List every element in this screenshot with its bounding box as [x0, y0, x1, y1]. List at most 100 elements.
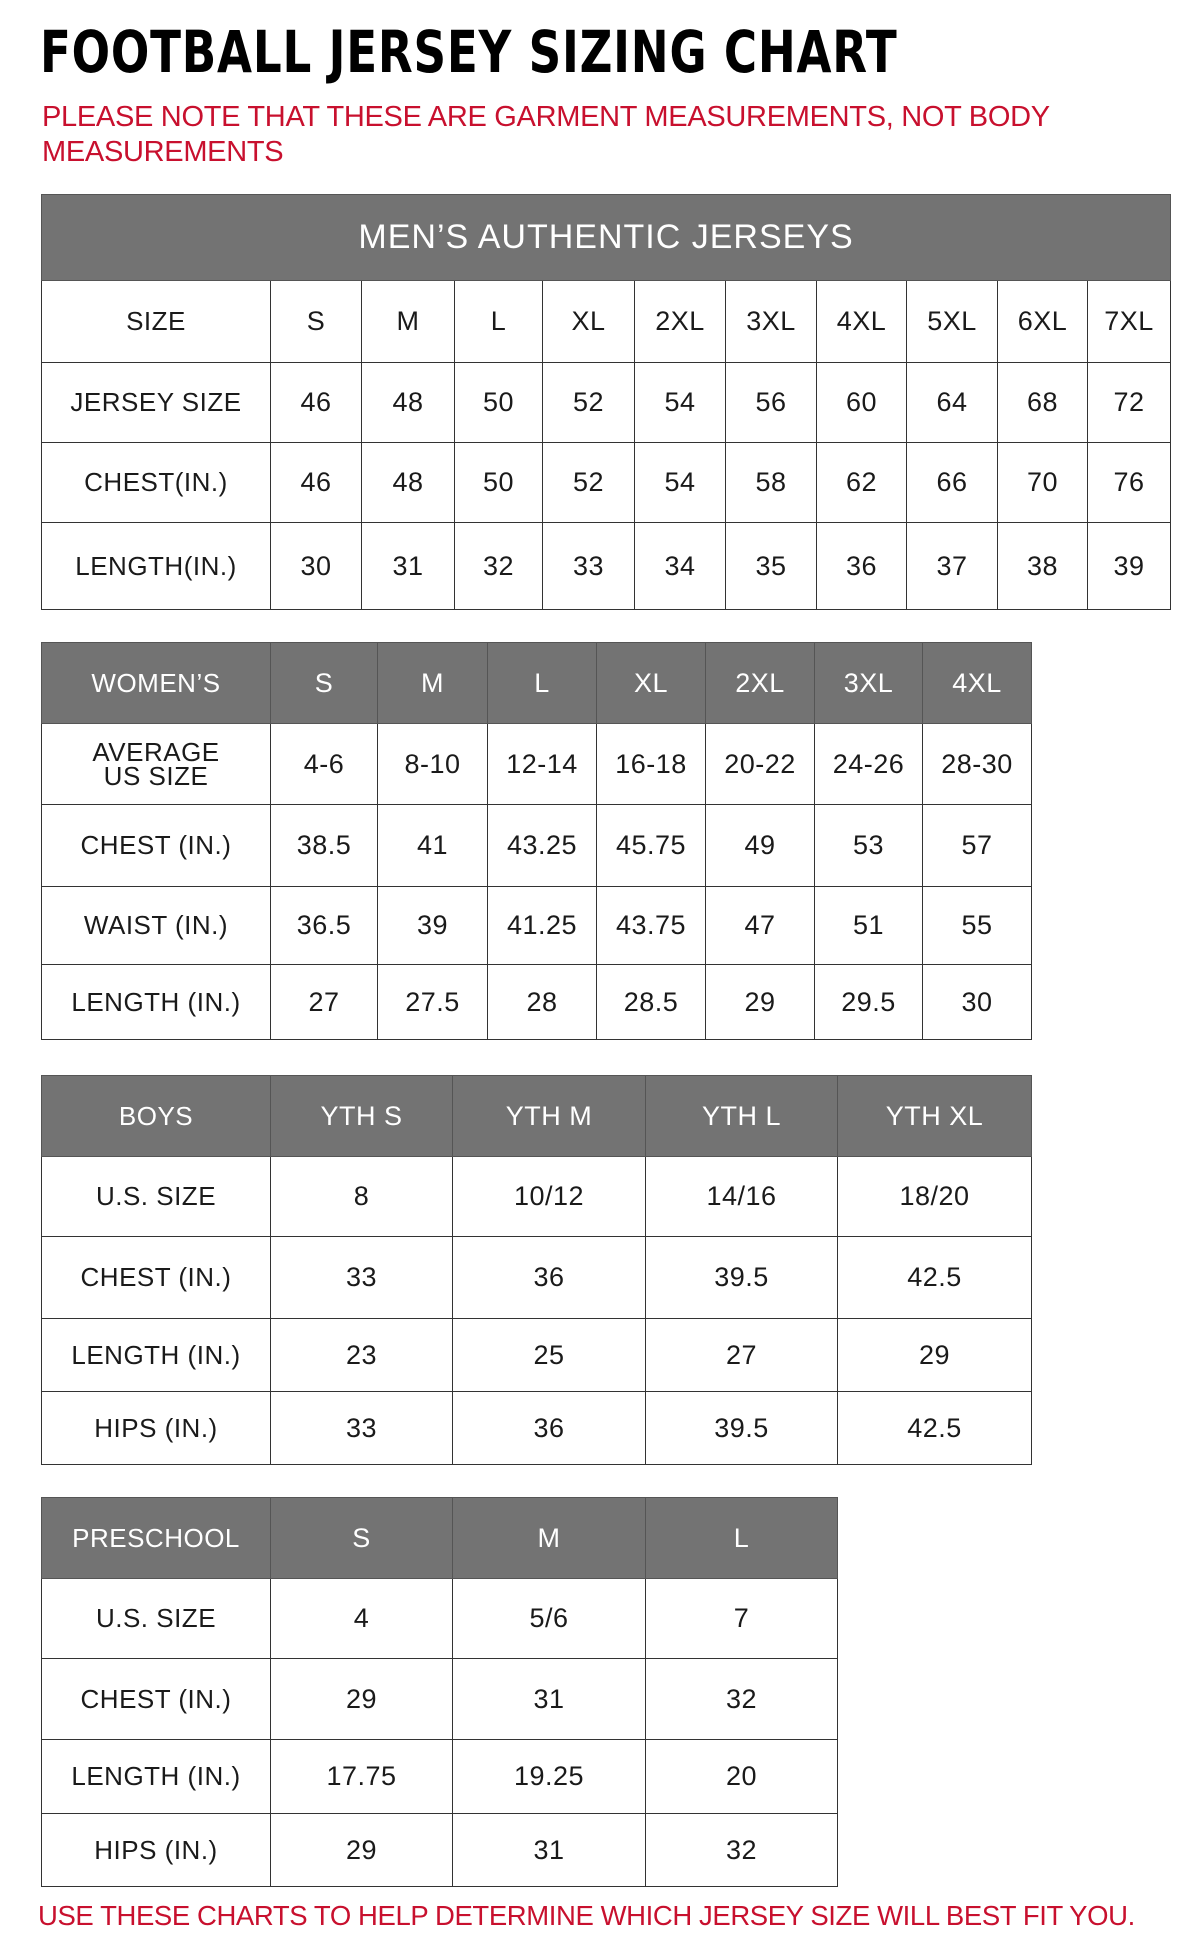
row-label-header: SIZE	[41, 280, 271, 363]
table-cell: 38	[997, 522, 1088, 610]
table-cell: 39.5	[645, 1236, 838, 1319]
table-cell: 25	[452, 1318, 646, 1392]
table-cell: 4	[270, 1578, 453, 1659]
row-label: CHEST (IN.)	[41, 804, 271, 887]
table-cell: 51	[814, 886, 923, 965]
row-label: LENGTH (IN.)	[41, 964, 271, 1040]
header-row: BOYS YTH S YTH M YTH L YTH XL	[41, 1075, 1032, 1157]
table-cell: 47	[705, 886, 815, 965]
table-cell: 30	[270, 522, 362, 610]
table-row: LENGTH(IN.) 30 31 32 33 34 35 36 37 38 39	[41, 522, 1172, 610]
table-cell: 16-18	[596, 723, 706, 805]
table-cell: 20	[645, 1739, 838, 1814]
row-label: LENGTH (IN.)	[41, 1318, 271, 1392]
table-cell: 30	[922, 964, 1032, 1040]
table-cell: 14/16	[645, 1156, 838, 1237]
column-header: S	[270, 280, 362, 363]
table-cell: 32	[645, 1658, 838, 1740]
table-cell: 48	[361, 362, 455, 443]
column-header: S	[270, 1497, 453, 1579]
table-cell: 54	[634, 362, 726, 443]
column-header: S	[270, 642, 378, 724]
table-cell: 43.75	[596, 886, 706, 965]
column-header: M	[361, 280, 455, 363]
row-label: LENGTH(IN.)	[41, 522, 271, 610]
table-row: WAIST (IN.) 36.5 39 41.25 43.75 47 51 55	[41, 886, 1032, 965]
header-row: WOMEN’S S M L XL 2XL 3XL 4XL	[41, 642, 1032, 724]
mens-caption: MEN’S AUTHENTIC JERSEYS	[40, 194, 1172, 281]
column-header: 3XL	[725, 280, 817, 363]
table-cell: 29	[270, 1658, 453, 1740]
table-cell: 42.5	[837, 1391, 1032, 1465]
table-cell: 42.5	[837, 1236, 1032, 1319]
table-cell: 48	[361, 442, 455, 523]
table-cell: 31	[452, 1658, 646, 1740]
table-cell: 52	[542, 362, 635, 443]
table-cell: 45.75	[596, 804, 706, 887]
table-cell: 66	[906, 442, 998, 523]
row-label: CHEST(IN.)	[41, 442, 271, 523]
row-label: AVERAGE US SIZE	[41, 723, 271, 805]
table-row: HIPS (IN.) 33 36 39.5 42.5	[41, 1391, 1032, 1465]
column-header: XL	[596, 642, 706, 724]
table-cell: 50	[454, 442, 543, 523]
table-cell: 46	[270, 442, 362, 523]
table-cell: 28.5	[596, 964, 706, 1040]
table-row: U.S. SIZE 4 5/6 7	[41, 1578, 838, 1659]
table-row: CHEST (IN.) 38.5 41 43.25 45.75 49 53 57	[41, 804, 1032, 887]
table-cell: 27	[645, 1318, 838, 1392]
table-cell: 49	[705, 804, 815, 887]
column-header: 5XL	[906, 280, 998, 363]
table-cell: 27	[270, 964, 378, 1040]
column-header: 7XL	[1086, 280, 1172, 363]
table-cell: 64	[906, 362, 998, 443]
column-header: 4XL	[922, 642, 1032, 724]
table-cell: 29	[705, 964, 815, 1040]
table-cell: 8-10	[377, 723, 488, 805]
table-cell: 29	[270, 1813, 453, 1887]
table-row: U.S. SIZE 8 10/12 14/16 18/20	[41, 1156, 1032, 1237]
table-cell: 41	[377, 804, 488, 887]
footer-note: USE THESE CHARTS TO HELP DETERMINE WHICH…	[38, 1900, 1135, 1931]
table-cell: 60	[816, 362, 907, 443]
table-cell: 32	[645, 1813, 838, 1887]
table-cell: 36	[816, 522, 907, 610]
table-row: JERSEY SIZE 46 48 50 52 54 56 60 64 68 72	[41, 362, 1172, 443]
table-cell: 29	[837, 1318, 1032, 1392]
column-header: L	[645, 1497, 838, 1579]
row-label: CHEST (IN.)	[41, 1658, 271, 1740]
table-cell: 27.5	[377, 964, 488, 1040]
column-header: YTH M	[452, 1075, 646, 1157]
table-row: CHEST(IN.) 46 48 50 52 54 58 62 66 70 76	[41, 442, 1172, 523]
table-cell: 57	[922, 804, 1032, 887]
table-row: LENGTH (IN.) 23 25 27 29	[41, 1318, 1032, 1392]
column-header: XL	[542, 280, 635, 363]
column-header: M	[377, 642, 488, 724]
column-header: 3XL	[814, 642, 923, 724]
header-row: PRESCHOOL S M L	[41, 1497, 838, 1579]
table-cell: 31	[361, 522, 455, 610]
table-cell: 58	[725, 442, 817, 523]
row-label-header: BOYS	[41, 1075, 271, 1157]
column-header: 2XL	[634, 280, 726, 363]
row-label: LENGTH (IN.)	[41, 1739, 271, 1814]
table-cell: 8	[270, 1156, 453, 1237]
row-label: WAIST (IN.)	[41, 886, 271, 965]
row-label: JERSEY SIZE	[41, 362, 271, 443]
header-row: SIZE S M L XL 2XL 3XL 4XL 5XL 6XL 7XL	[41, 280, 1172, 363]
womens-table: WOMEN’S S M L XL 2XL 3XL 4XL AVERAGE US SIZE 4-6 8…	[41, 642, 1032, 1040]
table-cell: 33	[270, 1236, 453, 1319]
row-label: CHEST (IN.)	[41, 1236, 271, 1319]
table-cell: 33	[270, 1391, 453, 1465]
table-cell: 39	[377, 886, 488, 965]
table-cell: 31	[452, 1813, 646, 1887]
boys-table: BOYS YTH S YTH M YTH L YTH XL U.S. SIZE 8 10/12…	[41, 1075, 1032, 1465]
column-header: YTH L	[645, 1075, 838, 1157]
table-cell: 54	[634, 442, 726, 523]
table-row: CHEST (IN.) 33 36 39.5 42.5	[41, 1236, 1032, 1319]
table-cell: 36.5	[270, 886, 378, 965]
table-cell: 38.5	[270, 804, 378, 887]
table-cell: 18/20	[837, 1156, 1032, 1237]
table-cell: 24-26	[814, 723, 923, 805]
table-cell: 23	[270, 1318, 453, 1392]
